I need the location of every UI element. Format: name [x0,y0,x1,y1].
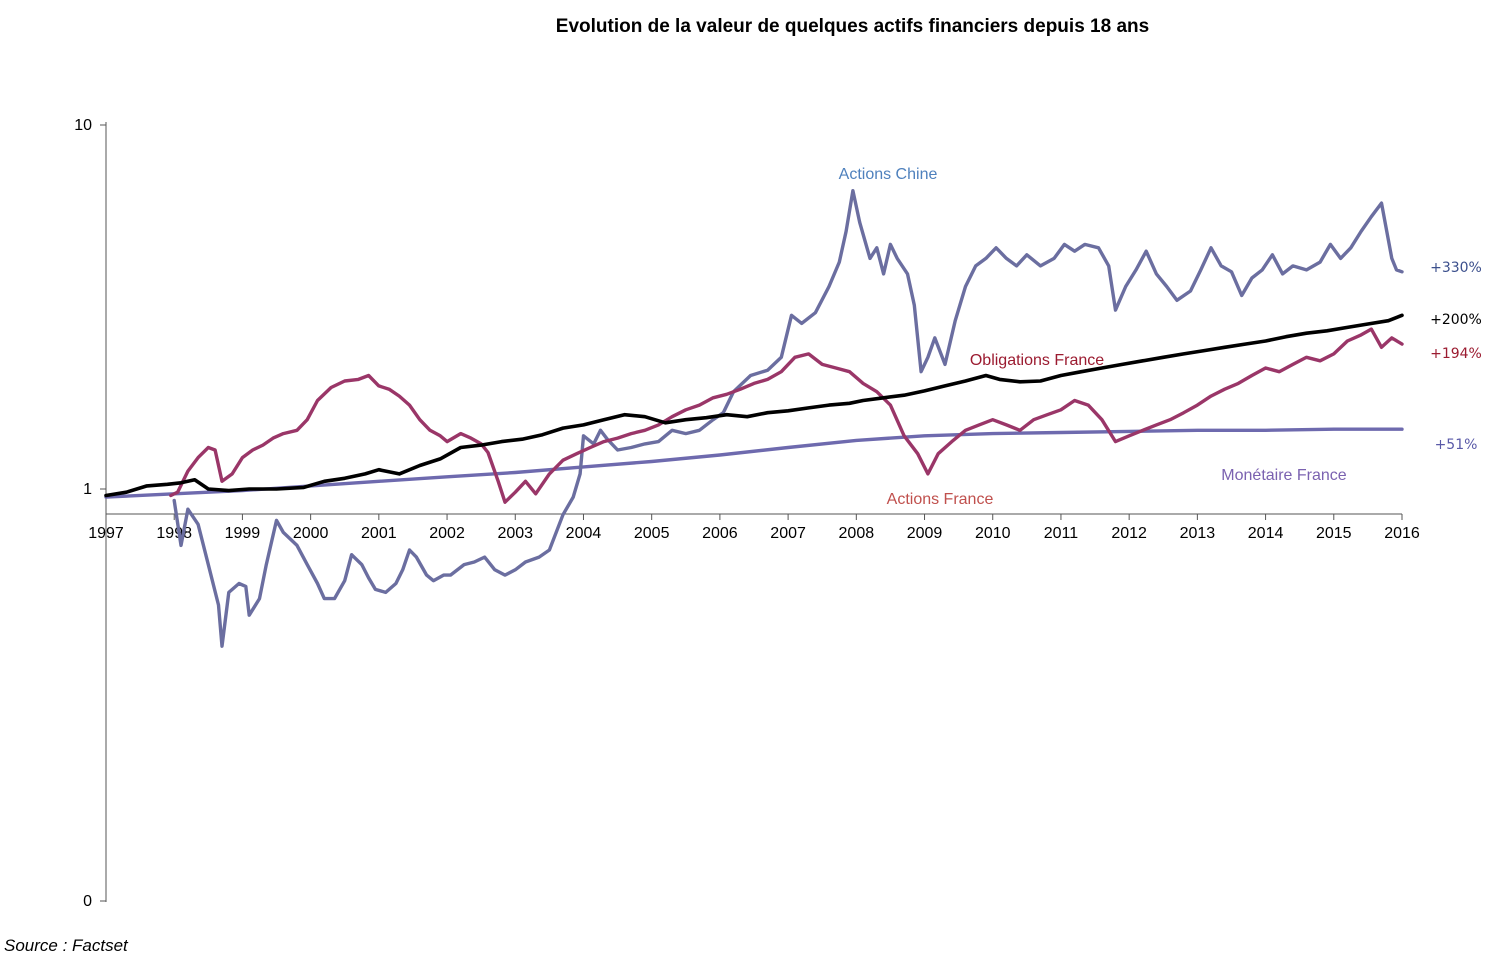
y-tick-label: 1 [83,481,92,498]
series-label-actions-france: Actions France [887,491,994,508]
x-tick-label: 2003 [497,525,533,542]
series-lines [104,189,1404,648]
x-tick-label: 2005 [634,525,670,542]
x-tick-label: 2009 [907,525,943,542]
series-line-monetaire-france [104,427,1404,499]
x-tick-label: 2012 [1111,525,1147,542]
series-label-obligations-france: Obligations France [970,352,1104,369]
x-tick-label: 2011 [1044,525,1079,542]
end-label-monetaire-france: +51% [1435,437,1478,453]
x-tick-label: 1997 [88,525,124,542]
series-label-actions-chine: Actions Chine [839,166,938,183]
x-tick-label: 2013 [1180,525,1216,542]
x-tick-label: 2007 [770,525,806,542]
x-tick-label: 2016 [1384,525,1420,542]
x-tick-label: 2000 [293,525,329,542]
x-tick-label: 2010 [975,525,1011,542]
series-labels: Actions Chine Obligations France Actions F… [839,166,1347,508]
y-tick-label: 10 [74,117,92,134]
end-labels: +330% +200% +194% +51% [1430,260,1482,453]
series-line-obligations-france [104,313,1404,498]
series-line-actions-france [169,327,1404,504]
end-label-actions-france: +194% [1430,346,1482,362]
x-tick-label: 2004 [566,525,602,542]
end-label-obligations-france: +200% [1430,312,1482,328]
series-label-monetaire-france: Monétaire France [1221,467,1346,484]
series-line-actions-chine [172,189,1404,648]
source-note: Source : Factset [4,936,128,955]
x-tick-label: 1999 [225,525,261,542]
end-label-actions-chine: +330% [1430,260,1482,276]
chart-axes [105,122,1402,902]
y-tick-label: 0 [83,893,92,910]
x-tick-label: 2001 [361,525,397,542]
x-tick-label: 1998 [156,525,192,542]
x-tick-label: 2015 [1316,525,1352,542]
x-tick-label: 2008 [839,525,875,542]
x-tick-label: 2006 [702,525,738,542]
x-tick-label: 2002 [429,525,465,542]
chart-title: Evolution de la valeur de quelques actif… [555,16,1150,37]
x-tick-label: 2014 [1248,525,1284,542]
